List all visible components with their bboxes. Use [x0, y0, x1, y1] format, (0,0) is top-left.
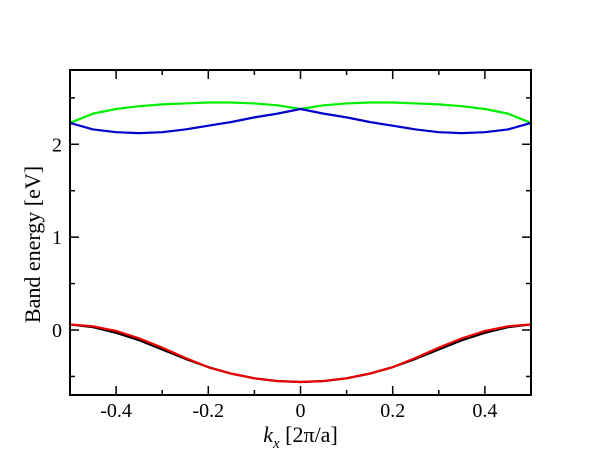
y-tick-label: 2: [52, 134, 62, 156]
x-tick-label: 0: [296, 400, 306, 422]
x-tick-label: 0.2: [380, 400, 405, 422]
x-axis-title-unit: [2π/a]: [280, 422, 338, 447]
y-tick-label: 0: [52, 320, 62, 342]
band-line-2: [68, 107, 533, 135]
x-axis-title-subscript: x: [272, 436, 280, 452]
x-tick-label: -0.2: [192, 400, 224, 422]
x-axis-title: kx [2π/a]: [263, 422, 338, 452]
x-tick-label: -0.4: [100, 400, 132, 422]
band-line-1: [68, 101, 533, 125]
series-layer: [68, 101, 533, 384]
y-axis-title: Band energy [eV]: [20, 166, 45, 323]
plot-frame: [69, 69, 532, 396]
x-tick-label: 0.4: [472, 400, 497, 422]
tick-layer: -0.4 -0.2 0 0.2 0.4 0 1 2: [52, 70, 532, 422]
x-axis-title-main: k: [263, 422, 274, 447]
y-tick-label: 1: [52, 227, 62, 249]
band-line-4: [68, 323, 533, 384]
band-line-3: [68, 323, 533, 384]
